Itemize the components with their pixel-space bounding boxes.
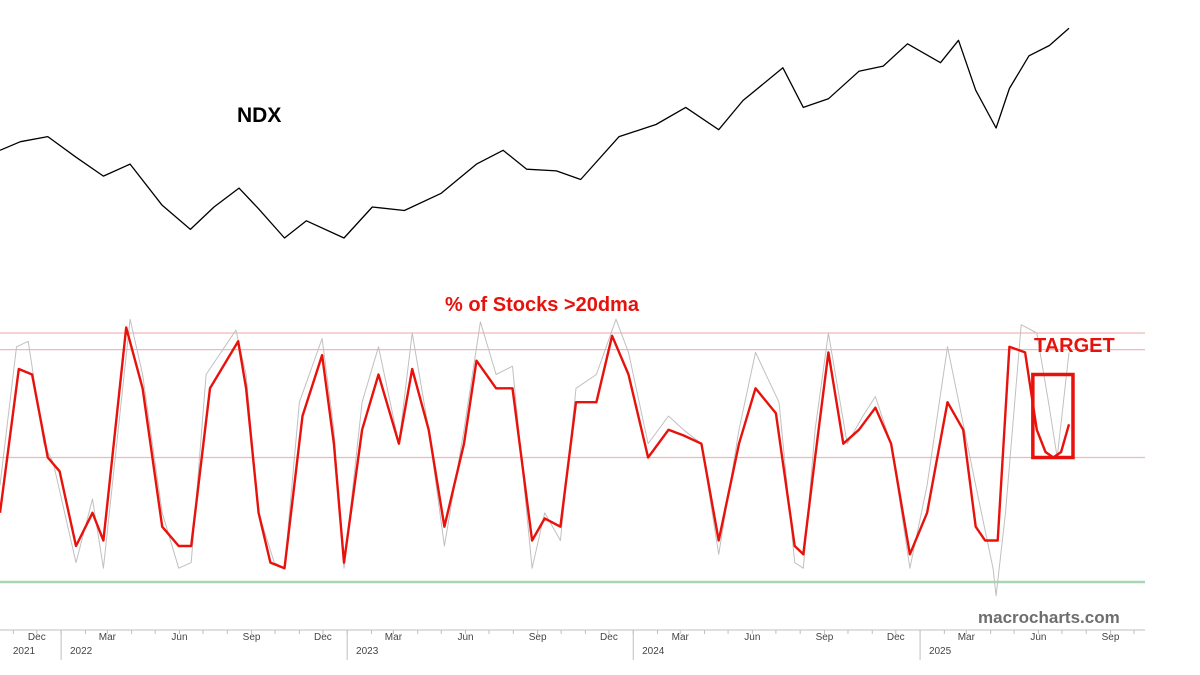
breadth-series-smoothed	[0, 326, 1071, 570]
breadth-chart	[0, 318, 1071, 597]
x-tick-year-0: 2021	[13, 646, 36, 657]
x-tick-month-3: Sep	[243, 632, 261, 643]
target-box	[1031, 372, 1075, 460]
x-tick-month-12: Dec	[887, 632, 905, 643]
x-tick-month-8: Dec	[600, 632, 618, 643]
x-tick-year-1: 2022	[70, 646, 93, 657]
x-tick-month-4: Dec	[314, 632, 332, 643]
x-tick-month-10: Jun	[744, 632, 760, 643]
x-tick-month-1: Mar	[99, 632, 117, 643]
x-tick-month-15: Sep	[1102, 632, 1120, 643]
x-tick-month-11: Sep	[816, 632, 834, 643]
x-tick-month-13: Mar	[958, 632, 976, 643]
target-box-layer	[1031, 372, 1075, 460]
x-tick-year-3: 2024	[642, 646, 665, 657]
breadth-chart-title: % of Stocks >20dma	[445, 294, 640, 316]
x-tick-month-9: Mar	[672, 632, 690, 643]
x-tick-month-0: Dec	[28, 632, 46, 643]
watermark: macrocharts.com	[978, 608, 1120, 627]
x-axis: Dec Mar Jun Sep Dec Mar Jun Sep Dec Mar Jun Sep Dec M…	[0, 629, 1145, 660]
target-label: TARGET	[1034, 335, 1115, 357]
x-tick-year-4: 2025	[929, 646, 952, 657]
ndx-series-line	[0, 27, 1070, 239]
x-tick-month-7: Sep	[529, 632, 547, 643]
x-tick-month-5: Mar	[385, 632, 403, 643]
breadth-reference-lines	[0, 332, 1145, 584]
ndx-chart	[0, 27, 1070, 239]
x-tick-year-2: 2023	[356, 646, 379, 657]
x-tick-month-14: Jun	[1030, 632, 1046, 643]
x-tick-month-6: Jun	[457, 632, 473, 643]
x-tick-month-2: Jun	[171, 632, 187, 643]
ndx-chart-title: NDX	[237, 104, 281, 127]
breadth-series-raw	[0, 318, 1070, 597]
